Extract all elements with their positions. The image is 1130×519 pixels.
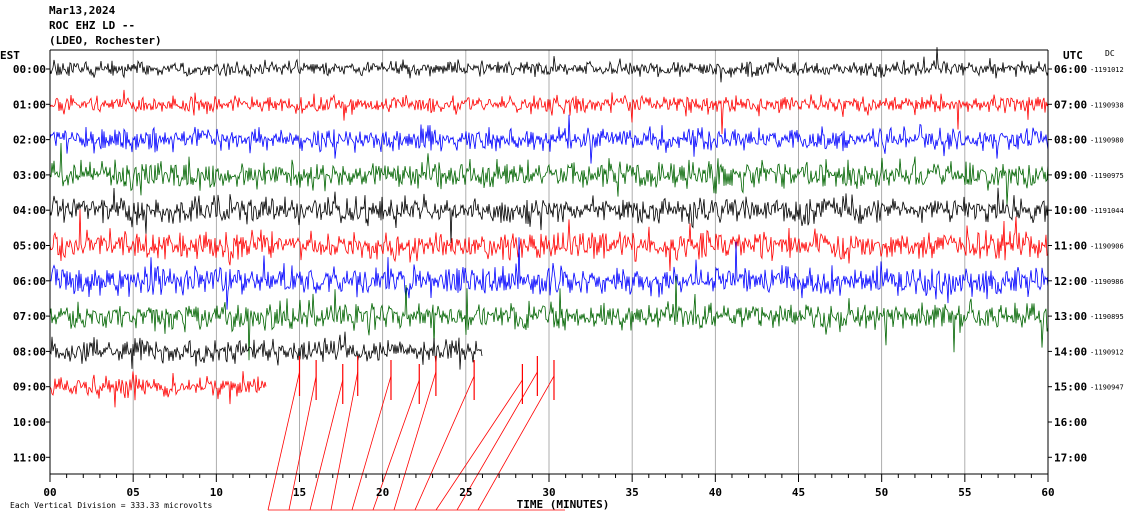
trace-04:00 — [49, 187, 1049, 244]
x-tick-label: 20 — [376, 486, 389, 499]
left-hour-label: 08:00 — [13, 345, 46, 358]
x-tick-label: 05 — [127, 486, 140, 499]
event-link — [435, 379, 523, 511]
event-link — [288, 375, 317, 511]
right-hour-label: 10:00 — [1054, 204, 1087, 217]
trace-09:00 — [49, 371, 267, 408]
trace-07:00 — [49, 275, 1049, 361]
right-hour-label: 14:00 — [1054, 345, 1087, 358]
left-hour-label: 09:00 — [13, 381, 46, 394]
left-hour-label: 03:00 — [13, 169, 46, 182]
scale-note: Each Vertical Division = 333.33 microvol… — [10, 501, 213, 510]
network-label: (LDEO, Rochester) — [49, 34, 162, 47]
x-tick-label: 10 — [210, 486, 223, 499]
left-timezone-label: EST — [0, 49, 20, 62]
x-tick-label: 15 — [293, 486, 306, 499]
dc-offset-label: -1190895 — [1090, 313, 1124, 321]
x-tick-label: 45 — [792, 486, 805, 499]
event-link — [414, 375, 475, 511]
dc-label: DC — [1105, 49, 1115, 58]
x-tick-label: 55 — [958, 486, 971, 499]
trace-08:00 — [49, 331, 483, 370]
x-tick-label: 35 — [626, 486, 639, 499]
left-hour-label: 01:00 — [13, 98, 46, 111]
date-label: Mar13,2024 — [49, 4, 116, 17]
dc-offset-label: -1190912 — [1090, 348, 1124, 356]
grid-lines — [132, 50, 966, 474]
trace-03:00 — [49, 142, 1049, 206]
right-hour-label: 16:00 — [1054, 416, 1087, 429]
dc-offset-label: -1191012 — [1090, 66, 1124, 74]
axes — [46, 49, 1052, 482]
axis-labels: 00 05 10 15 20 25 30 35 40 45 50 55 60 TIME (MINUTES)… — [13, 63, 1124, 511]
left-hour-label: 10:00 — [13, 416, 46, 429]
dc-offset-label: -1190906 — [1090, 243, 1124, 251]
right-hour-label: 07:00 — [1054, 98, 1087, 111]
x-tick-label: 50 — [875, 486, 888, 499]
event-link — [456, 371, 538, 511]
trace-05:00 — [49, 208, 1049, 272]
left-hour-label: 07:00 — [13, 310, 46, 323]
trace-02:00 — [49, 114, 1049, 164]
trace-01:00 — [49, 89, 1049, 135]
event-link — [267, 371, 300, 511]
event-link — [330, 371, 359, 511]
right-hour-label: 15:00 — [1054, 381, 1087, 394]
left-hour-label: 06:00 — [13, 275, 46, 288]
dc-offset-label: -1190947 — [1090, 384, 1124, 392]
x-tick-label: 40 — [709, 486, 722, 499]
x-tick-label: 25 — [459, 486, 472, 499]
right-hour-label: 09:00 — [1054, 169, 1087, 182]
right-hour-label: 12:00 — [1054, 275, 1087, 288]
left-hour-label: 11:00 — [13, 451, 46, 464]
dc-offset-label: -1190975 — [1090, 172, 1124, 180]
right-hour-label: 06:00 — [1054, 63, 1087, 76]
dc-offset-label: -1190938 — [1090, 101, 1124, 109]
trace-layer — [49, 47, 1049, 408]
left-hour-label: 05:00 — [13, 240, 46, 253]
right-hour-label: 08:00 — [1054, 134, 1087, 147]
right-hour-label: 17:00 — [1054, 451, 1087, 464]
event-link — [351, 375, 392, 511]
left-hour-label: 04:00 — [13, 204, 46, 217]
event-link — [477, 375, 555, 511]
x-tick-label: 60 — [1041, 486, 1054, 499]
left-hour-label: 02:00 — [13, 134, 46, 147]
event-link — [393, 371, 437, 511]
right-hour-label: 11:00 — [1054, 240, 1087, 253]
left-hour-label: 00:00 — [13, 63, 46, 76]
dc-offset-label: -1191044 — [1090, 207, 1124, 215]
x-axis-title: TIME (MINUTES) — [517, 498, 610, 511]
trace-00:00 — [49, 47, 1049, 83]
event-markers — [267, 356, 565, 511]
station-label: ROC EHZ LD -- — [49, 19, 136, 32]
trace-06:00 — [50, 237, 1049, 310]
x-tick-label: 30 — [542, 486, 555, 499]
dc-offset-label: -1190980 — [1090, 137, 1124, 145]
event-link — [372, 379, 420, 511]
x-tick-label: 00 — [43, 486, 56, 499]
event-link — [309, 379, 344, 511]
right-timezone-label: UTC — [1063, 49, 1083, 62]
right-hour-label: 13:00 — [1054, 310, 1087, 323]
dc-offset-label: -1190986 — [1090, 278, 1124, 286]
